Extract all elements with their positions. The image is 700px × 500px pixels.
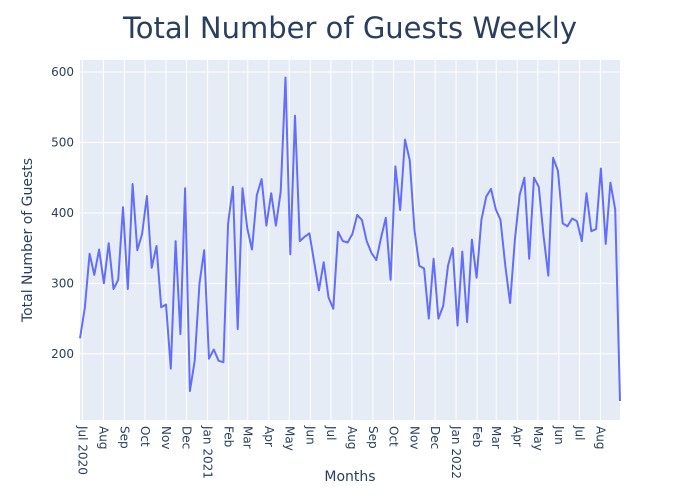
x-tick-label: Aug	[593, 426, 607, 449]
x-tick-label: Feb	[222, 426, 236, 447]
x-tick-label: Jul	[572, 425, 586, 440]
x-tick-label: Dec	[180, 426, 194, 449]
x-tick-label: Jun	[552, 425, 566, 445]
x-tick-label: Aug	[96, 426, 110, 449]
x-tick-label: Mar	[489, 426, 503, 449]
x-tick-label: Nov	[159, 426, 173, 449]
y-tick-label: 500	[51, 135, 74, 149]
x-axis-title: Months	[324, 469, 375, 485]
x-tick-label: Sep	[117, 426, 131, 449]
x-tick-label: Jul 2020	[75, 425, 89, 475]
x-tick-label: May	[531, 426, 545, 451]
x-tick-label: Oct	[138, 426, 152, 447]
x-tick-label: Apr	[510, 426, 524, 447]
x-tick-label: Jul	[324, 425, 338, 440]
x-tick-label: Jan 2021	[201, 425, 215, 479]
x-tick-label: Oct	[386, 426, 400, 447]
x-tick-label: Jun	[303, 425, 317, 445]
x-tick-label: Jan 2022	[449, 425, 463, 479]
y-tick-label: 300	[51, 276, 74, 290]
x-tick-label: Nov	[408, 426, 422, 449]
x-tick-label: Aug	[345, 426, 359, 449]
data-line	[79, 76, 621, 402]
x-tick-label: Apr	[262, 426, 276, 447]
y-tick-label: 600	[51, 65, 74, 79]
y-axis-title: Total Number of Guests	[20, 158, 36, 323]
y-tick-label: 400	[51, 206, 74, 220]
chart-title: Total Number of Guests Weekly	[122, 11, 577, 45]
x-tick-label: Dec	[428, 426, 442, 449]
x-tick-label: May	[282, 426, 296, 451]
y-tick-label: 200	[51, 347, 74, 361]
x-tick-label: Feb	[470, 426, 484, 447]
x-tick-label: Sep	[366, 426, 380, 449]
x-tick-label: Mar	[241, 426, 255, 449]
